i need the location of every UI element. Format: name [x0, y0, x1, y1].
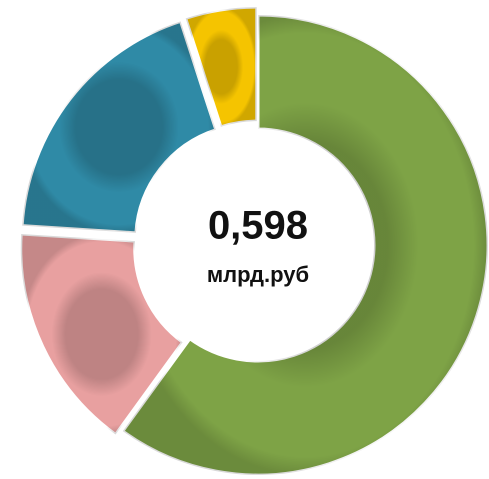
center-value: 0,598: [208, 204, 308, 248]
center-unit: млрд.руб: [207, 262, 309, 287]
donut-segment: [20, 19, 218, 235]
